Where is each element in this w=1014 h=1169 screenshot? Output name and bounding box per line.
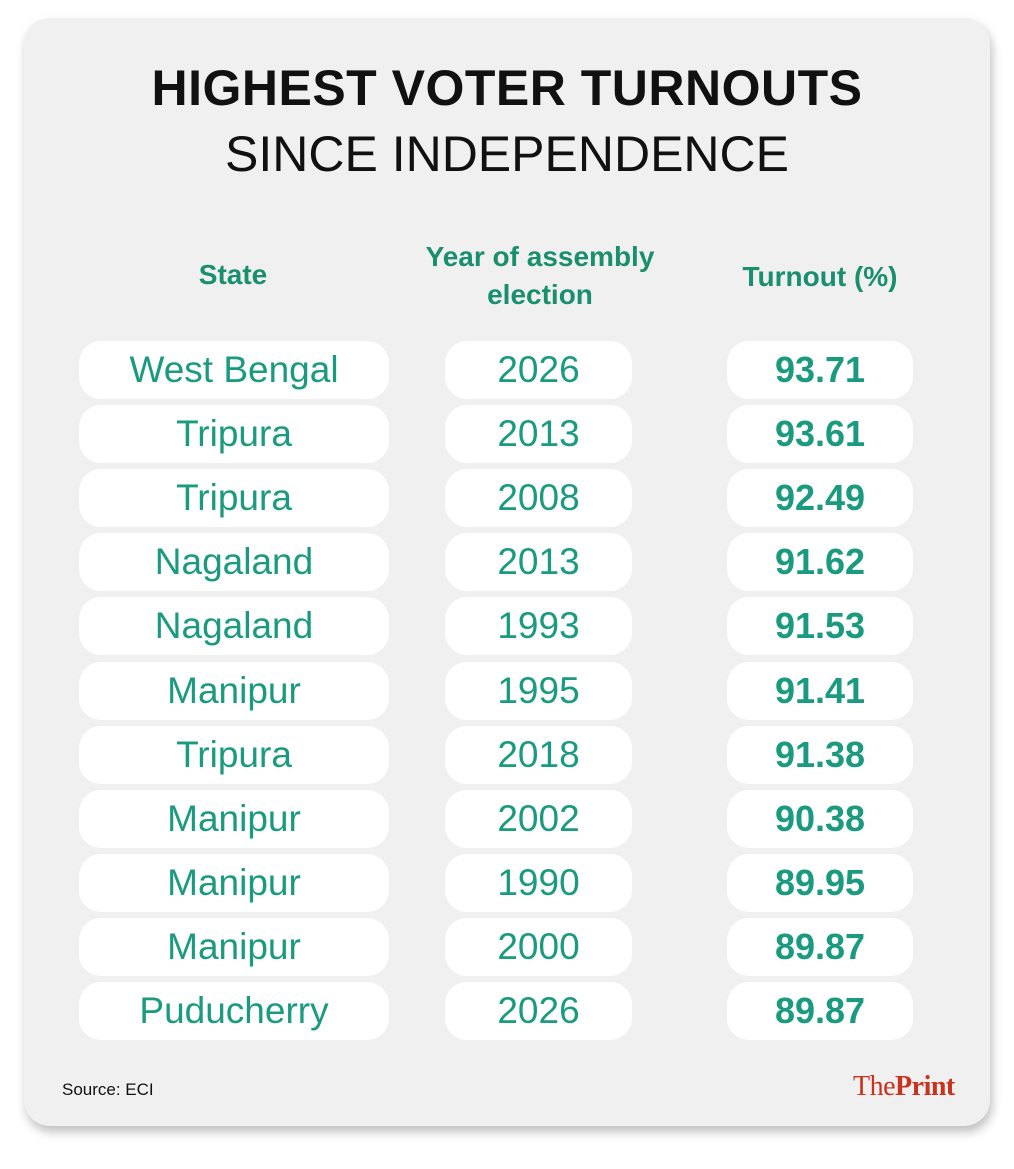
cell-turnout: 90.38 (727, 790, 913, 848)
header-state: State (198, 259, 268, 290)
source-note: Source: ECI (62, 1080, 154, 1099)
logo-part1: The (853, 1071, 896, 1102)
cell-state: Manipur (79, 918, 389, 976)
cell-state: West Bengal (79, 341, 389, 399)
cell-year: 1995 (445, 662, 632, 720)
cell-state: Manipur (79, 662, 389, 720)
cell-year: 2026 (445, 341, 632, 399)
header-year: Year of assembly election (390, 238, 690, 314)
page-subtitle: SINCE INDEPENDENCE (225, 126, 789, 182)
cell-state: Manipur (79, 854, 389, 912)
cell-turnout: 89.95 (727, 854, 913, 912)
cell-year: 2008 (445, 469, 632, 527)
cell-turnout: 89.87 (727, 982, 913, 1040)
cell-year: 2013 (445, 533, 632, 591)
cell-turnout: 91.41 (727, 662, 913, 720)
cell-year: 1993 (445, 597, 632, 655)
cell-state: Tripura (79, 469, 389, 527)
cell-year: 2013 (445, 405, 632, 463)
cell-year: 2000 (445, 918, 632, 976)
header-year-line1: Year of assembly (425, 241, 655, 272)
header-year-line2: election (487, 279, 593, 310)
cell-turnout: 91.53 (727, 597, 913, 655)
page-title: HIGHEST VOTER TURNOUTS (151, 60, 863, 116)
logo-part2: Print (895, 1071, 955, 1102)
cell-turnout: 89.87 (727, 918, 913, 976)
cell-turnout: 91.38 (727, 726, 913, 784)
cell-turnout: 93.71 (727, 341, 913, 399)
cell-state: Tripura (79, 726, 389, 784)
cell-year: 2018 (445, 726, 632, 784)
cell-year: 1990 (445, 854, 632, 912)
cell-turnout: 91.62 (727, 533, 913, 591)
cell-state: Nagaland (79, 533, 389, 591)
header-turnout: Turnout (%) (742, 261, 898, 292)
cell-turnout: 93.61 (727, 405, 913, 463)
cell-state: Nagaland (79, 597, 389, 655)
cell-year: 2002 (445, 790, 632, 848)
cell-state: Manipur (79, 790, 389, 848)
cell-state: Puducherry (79, 982, 389, 1040)
theprint-logo: ThePrint (853, 1071, 955, 1103)
cell-turnout: 92.49 (727, 469, 913, 527)
cell-year: 2026 (445, 982, 632, 1040)
cell-state: Tripura (79, 405, 389, 463)
